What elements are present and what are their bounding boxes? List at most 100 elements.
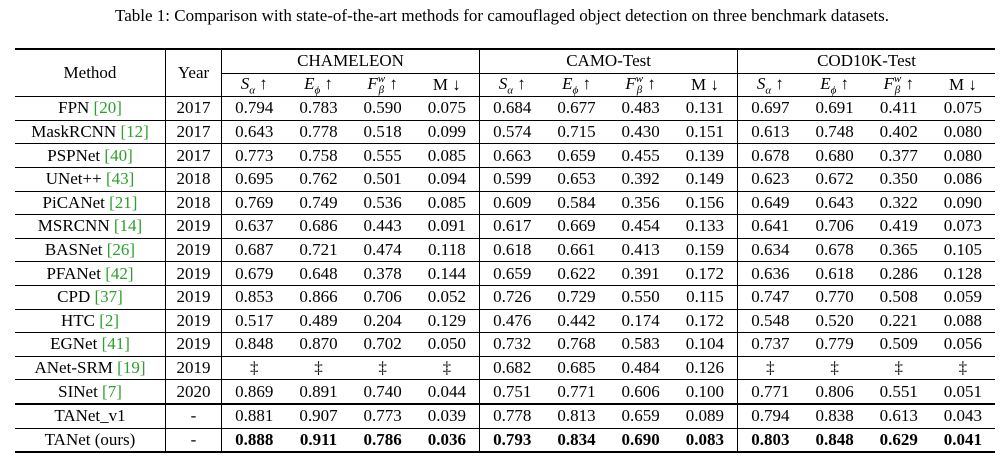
caption: Table 1: Comparison with state-of-the-ar… <box>115 6 889 25</box>
year-cell: 2019 <box>165 214 222 239</box>
value-cell: ‡ <box>350 355 415 380</box>
value-cell: 0.853 <box>221 284 287 310</box>
value-cell: 0.056 <box>930 332 995 357</box>
value-cell: 0.609 <box>479 190 545 215</box>
metric-arrow: ↑ <box>582 73 591 93</box>
value-cell: 0.643 <box>221 119 287 144</box>
table-row: PSPNet [40] 2017 0.773 0.758 0.555 0.085 0.663… <box>15 143 995 168</box>
method-cell: PiCANet [21] <box>15 190 166 215</box>
value-cell: 0.322 <box>866 190 931 215</box>
value-cell: 0.778 <box>286 119 351 144</box>
value-cell: 0.634 <box>737 237 803 262</box>
metric-sub: β <box>894 83 901 96</box>
year-cell: 2019 <box>165 355 222 380</box>
citation: [40] <box>104 145 133 165</box>
value-cell: 0.172 <box>672 261 738 286</box>
value-cell: 0.455 <box>608 143 673 168</box>
citation: [43] <box>105 169 135 189</box>
value-cell: 0.669 <box>544 214 609 239</box>
metric-arrow: ↑ <box>389 73 398 93</box>
method-name: CPD <box>57 287 91 307</box>
metric-header: Sα ↑ <box>479 72 545 97</box>
value-cell: 0.221 <box>866 308 931 333</box>
citation: [42] <box>105 263 134 283</box>
method-cell: TANet (ours) <box>15 427 166 453</box>
value-cell: 0.678 <box>737 143 803 168</box>
value-cell: 0.617 <box>479 214 545 239</box>
value-cell: 0.881 <box>221 402 287 428</box>
value-cell: 0.751 <box>479 379 545 404</box>
value-cell: 0.128 <box>930 261 995 286</box>
value-cell: 0.771 <box>737 379 803 404</box>
value-cell: 0.794 <box>737 402 803 428</box>
metric-header: Eϕ ↑ <box>802 72 867 97</box>
value-cell: 0.653 <box>544 166 609 192</box>
value-cell: 0.786 <box>350 427 415 453</box>
metric-arrow: ↑ <box>775 73 784 93</box>
value-cell: 0.091 <box>414 214 480 239</box>
value-cell: 0.073 <box>930 214 995 239</box>
value-cell: 0.622 <box>544 261 609 286</box>
value-cell: 0.848 <box>802 427 867 453</box>
method-cell: EGNet [41] <box>15 332 166 357</box>
value-cell: 0.365 <box>866 237 931 262</box>
value-cell: 0.059 <box>930 284 995 310</box>
value-cell: 0.391 <box>608 261 673 286</box>
value-cell: 0.286 <box>866 261 931 286</box>
metric-symbol: S <box>498 73 508 93</box>
year-cell: 2020 <box>165 379 222 404</box>
metric-symbol: E <box>562 73 573 93</box>
value-cell: 0.402 <box>866 119 931 144</box>
value-cell: 0.090 <box>930 190 995 215</box>
value-cell: 0.599 <box>479 166 545 192</box>
value-cell: 0.041 <box>930 427 995 453</box>
value-cell: 0.691 <box>802 96 867 121</box>
metric-header: Sα ↑ <box>221 72 287 97</box>
method-cell: MSRCNN [14] <box>15 214 166 239</box>
value-cell: 0.773 <box>350 402 415 428</box>
value-cell: 0.678 <box>802 237 867 262</box>
value-cell: ‡ <box>802 355 867 380</box>
value-cell: 0.105 <box>930 237 995 262</box>
year-cell: 2017 <box>165 143 222 168</box>
value-cell: 0.039 <box>414 402 480 428</box>
value-cell: 0.661 <box>544 237 609 262</box>
value-cell: 0.574 <box>479 119 545 144</box>
value-cell: 0.489 <box>286 308 351 333</box>
value-cell: 0.088 <box>930 308 995 333</box>
value-cell: ‡ <box>737 355 803 380</box>
method-cell: FPN [20] <box>15 96 166 121</box>
value-cell: 0.508 <box>866 284 931 310</box>
value-cell: 0.684 <box>479 96 545 121</box>
value-cell: 0.659 <box>479 261 545 286</box>
value-cell: 0.550 <box>608 284 673 310</box>
value-cell: 0.115 <box>672 284 738 310</box>
value-cell: 0.085 <box>414 190 480 215</box>
metric-header: M ↓ <box>672 72 738 97</box>
method-name: EGNet <box>50 334 98 354</box>
value-cell: 0.613 <box>737 119 803 144</box>
value-cell: 0.758 <box>286 143 351 168</box>
method-name: FPN <box>58 98 90 118</box>
metric-header: Eϕ ↑ <box>544 72 609 97</box>
table-row: TANet (ours) -0.888 0.911 0.786 0.036 0.793 0.… <box>15 427 995 453</box>
year-cell: 2018 <box>165 166 222 192</box>
value-cell: 0.637 <box>221 214 287 239</box>
value-cell: 0.870 <box>286 332 351 357</box>
metric-symbol: F <box>625 73 636 93</box>
value-cell: 0.623 <box>737 166 803 192</box>
method-name: TANet (ours) <box>44 429 136 449</box>
table-row: HTC [2] 2019 0.517 0.489 0.204 0.129 0.476 0.44… <box>15 308 995 333</box>
citation: [19] <box>117 358 146 378</box>
value-cell: 0.715 <box>544 119 609 144</box>
metric-arrow: ↓ <box>710 74 719 94</box>
value-cell: 0.659 <box>608 402 673 428</box>
value-cell: 0.151 <box>672 119 738 144</box>
value-cell: 0.144 <box>414 261 480 286</box>
value-cell: 0.907 <box>286 402 351 428</box>
value-cell: 0.159 <box>672 237 738 262</box>
value-cell: 0.697 <box>737 96 803 121</box>
